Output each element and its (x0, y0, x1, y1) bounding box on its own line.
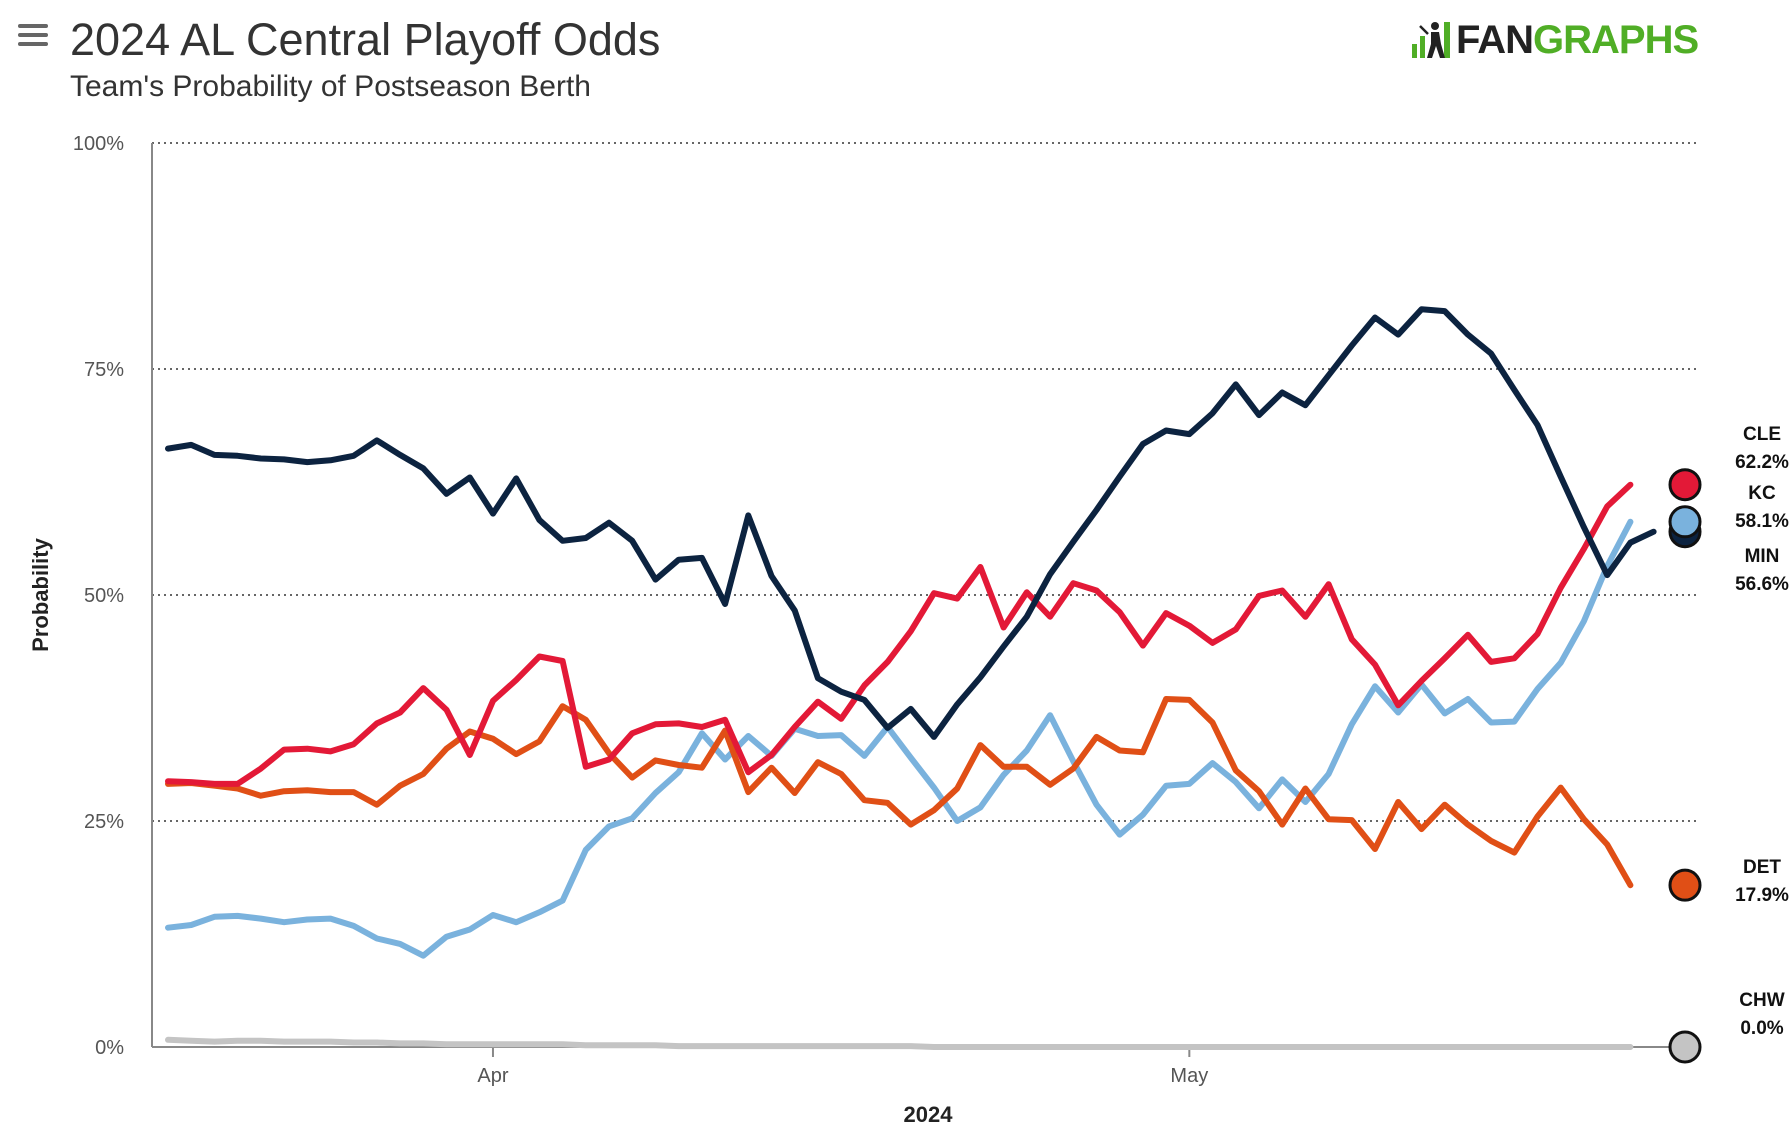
chart-title: 2024 AL Central Playoff Odds (70, 14, 661, 65)
end-label-team-kc: KC (1748, 483, 1776, 504)
chart-subtitle: Team's Probability of Postseason Berth (70, 70, 591, 103)
y-tick-label: 100% (73, 133, 124, 155)
end-marker-kc[interactable] (1668, 505, 1702, 539)
end-markers: CHW 0.0% DET 17.9% MIN 56.6% KC 58.1% CLE 62.2% (1668, 424, 1789, 1064)
end-marker-chw[interactable] (1668, 1030, 1702, 1064)
series-line-det (165, 696, 1634, 889)
x-axis-title: 2024 (904, 1102, 954, 1127)
end-label-value-min: 56.6% (1735, 574, 1789, 595)
series-line-chw (165, 1036, 1634, 1050)
y-tick-label: 25% (84, 811, 124, 833)
end-label-value-cle: 62.2% (1735, 452, 1789, 473)
logo-text-graphs: GRAPHS (1533, 17, 1699, 62)
series-line-cle (165, 481, 1634, 787)
x-tick-label: May (1170, 1065, 1208, 1087)
y-axis-title: Probability (28, 537, 53, 651)
fangraphs-logo[interactable]: FAN GRAPHS (1410, 17, 1699, 62)
y-tick-label: 0% (95, 1037, 124, 1059)
end-label-team-det: DET (1743, 857, 1781, 878)
fangraphs-logo-icon (1412, 22, 1450, 58)
series-line-min (165, 306, 1657, 740)
end-marker-det[interactable] (1668, 868, 1702, 902)
end-marker-cle[interactable] (1668, 468, 1702, 502)
series-lines (165, 306, 1657, 1050)
y-tick-label: 50% (84, 585, 124, 607)
x-tick-label: Apr (477, 1065, 508, 1087)
y-tick-label: 75% (84, 359, 124, 381)
end-label-value-kc: 58.1% (1735, 511, 1789, 532)
end-label-team-cle: CLE (1743, 424, 1781, 445)
end-label-value-det: 17.9% (1735, 885, 1789, 906)
end-label-team-chw: CHW (1739, 990, 1784, 1011)
grid-lines (152, 142, 1700, 822)
series-line-kc (165, 518, 1634, 959)
hamburger-menu-icon[interactable] (18, 24, 48, 46)
axes: 0% 25% 50% 75% 100% Apr May (73, 133, 1700, 1087)
end-label-team-min: MIN (1745, 546, 1780, 567)
end-label-value-chw: 0.0% (1740, 1018, 1783, 1039)
logo-text-fan: FAN (1456, 17, 1534, 62)
